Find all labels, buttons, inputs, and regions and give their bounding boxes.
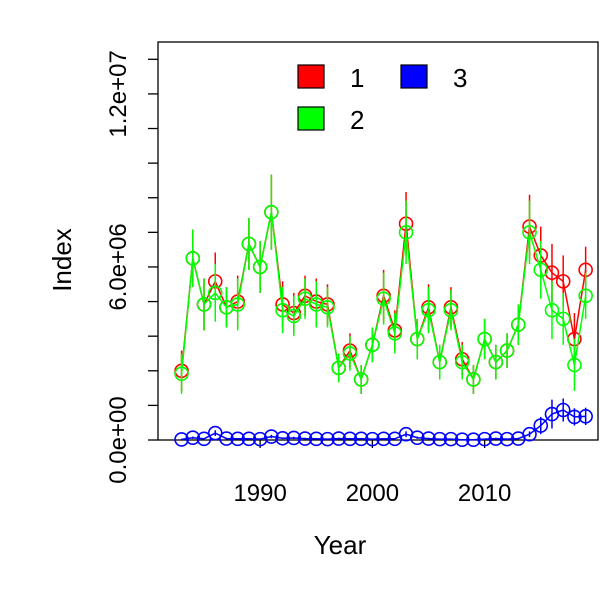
series-2-point-2009 — [466, 372, 481, 387]
series-2-point-1985 — [196, 297, 212, 312]
series-2-point-1984 — [185, 251, 201, 266]
y-axis: 0.0e+00 6.0e+06 1.2e+07 — [105, 50, 158, 484]
series-3-point-1991 — [264, 429, 279, 444]
series-3-point-1995 — [308, 431, 324, 447]
series-2-point-1993 — [286, 308, 302, 324]
legend-label-3: 3 — [453, 63, 467, 93]
series-2-point-1990 — [252, 259, 268, 275]
series-3-point-1987 — [219, 431, 234, 446]
series-3-point-1994 — [297, 431, 313, 446]
series-2-point-1992 — [275, 302, 290, 318]
series-3-line — [181, 409, 586, 441]
series-2-point-1997 — [331, 360, 347, 376]
series-2-point-2013 — [511, 317, 526, 332]
series-3-point-2019 — [578, 409, 593, 424]
series-2-point-2007 — [443, 302, 459, 318]
series-2-point-2004 — [409, 331, 425, 347]
series-2-point-2002 — [387, 325, 403, 341]
series-2-point-1998 — [342, 346, 358, 361]
series-2-point-2012 — [499, 343, 515, 358]
series-3-point-1985 — [196, 431, 212, 447]
legend-item-2: 2 — [297, 105, 364, 135]
series-2-point-2017 — [555, 311, 571, 327]
series-2-line — [180, 212, 587, 382]
series-2 — [174, 174, 593, 394]
series-3-point-2005 — [421, 431, 436, 446]
legend-item-1: 1 — [297, 63, 364, 93]
series-3-point-2012 — [499, 431, 515, 447]
legend-swatch-1 — [297, 64, 325, 89]
series-1-point-2017 — [555, 274, 571, 289]
series-3-point-2006 — [432, 431, 448, 447]
y-tick-label-1.2e+07: 1.2e+07 — [105, 50, 132, 137]
series-3-point-1996 — [320, 431, 335, 447]
x-axis-title: Year — [314, 530, 367, 560]
legend-swatch-2 — [297, 106, 325, 131]
x-tick-label-2000: 2000 — [346, 480, 399, 507]
series-2-point-2019 — [578, 288, 593, 304]
series-3-point-2014 — [522, 426, 537, 442]
series-2-point-1995 — [308, 297, 324, 312]
series-2-point-2010 — [477, 331, 492, 347]
series-3-point-2008 — [454, 432, 470, 448]
series-2-point-2005 — [421, 302, 436, 318]
series-2-point-2016 — [544, 302, 560, 318]
y-tick-label-0.0e+00: 0.0e+00 — [105, 396, 132, 483]
legend-swatch-3 — [400, 64, 428, 89]
series-2-point-1999 — [353, 372, 369, 387]
legend-label-1: 1 — [350, 63, 364, 93]
series-2-point-2008 — [454, 354, 470, 370]
series-3-point-1993 — [286, 430, 302, 446]
series-2-point-1983 — [174, 366, 189, 381]
series-3-point-2007 — [443, 431, 459, 447]
series-1-point-2016 — [544, 265, 560, 281]
series-2-point-2006 — [432, 354, 448, 370]
series-2-point-2000 — [365, 337, 380, 353]
legend-label-2: 2 — [350, 105, 364, 135]
series-3-point-2009 — [466, 432, 481, 448]
series-3-point-1992 — [275, 430, 290, 446]
x-axis: 1990 2000 2010 — [233, 440, 511, 507]
series-3 — [174, 398, 593, 448]
series-2-point-1989 — [241, 236, 257, 252]
x-tick-label-2010: 2010 — [458, 480, 511, 507]
series-3-point-1997 — [331, 431, 347, 446]
series-2-point-1987 — [219, 300, 234, 315]
series-3-point-2018 — [567, 409, 582, 425]
series-3-point-2010 — [477, 431, 492, 447]
y-tick-label-6.0e+06: 6.0e+06 — [105, 223, 132, 310]
y-axis-title: Index — [47, 228, 77, 292]
series-3-point-1988 — [230, 431, 245, 447]
series-3-point-1984 — [185, 430, 201, 445]
series-2-point-2003 — [398, 225, 414, 240]
series-2-point-2014 — [522, 225, 537, 240]
series-3-point-1989 — [241, 431, 257, 447]
series-3-point-2011 — [488, 431, 504, 446]
legend: 1 2 3 — [297, 63, 467, 135]
series-2-point-2011 — [488, 354, 504, 370]
series-3-point-2017 — [555, 402, 571, 418]
series-2-point-1996 — [320, 300, 335, 315]
series-3-point-1983 — [174, 432, 189, 447]
legend-item-3: 3 — [400, 63, 467, 93]
series-2-point-1986 — [207, 285, 223, 301]
series-3-point-1999 — [353, 431, 369, 447]
series-3-point-1990 — [252, 431, 268, 447]
series-2-point-2015 — [533, 262, 549, 278]
series-2-point-2001 — [376, 291, 391, 306]
series-3-point-2015 — [533, 418, 549, 433]
series-3-point-1998 — [342, 431, 358, 447]
series-2-point-1988 — [230, 297, 245, 312]
series-2-point-2018 — [567, 357, 582, 373]
series-3-point-2000 — [365, 431, 380, 447]
series-2-point-1994 — [297, 291, 313, 306]
series-3-point-2001 — [376, 431, 391, 447]
series-layer — [174, 174, 593, 448]
series-2-point-1991 — [264, 204, 279, 220]
x-tick-label-1990: 1990 — [233, 480, 286, 507]
series-3-point-2004 — [409, 430, 425, 445]
